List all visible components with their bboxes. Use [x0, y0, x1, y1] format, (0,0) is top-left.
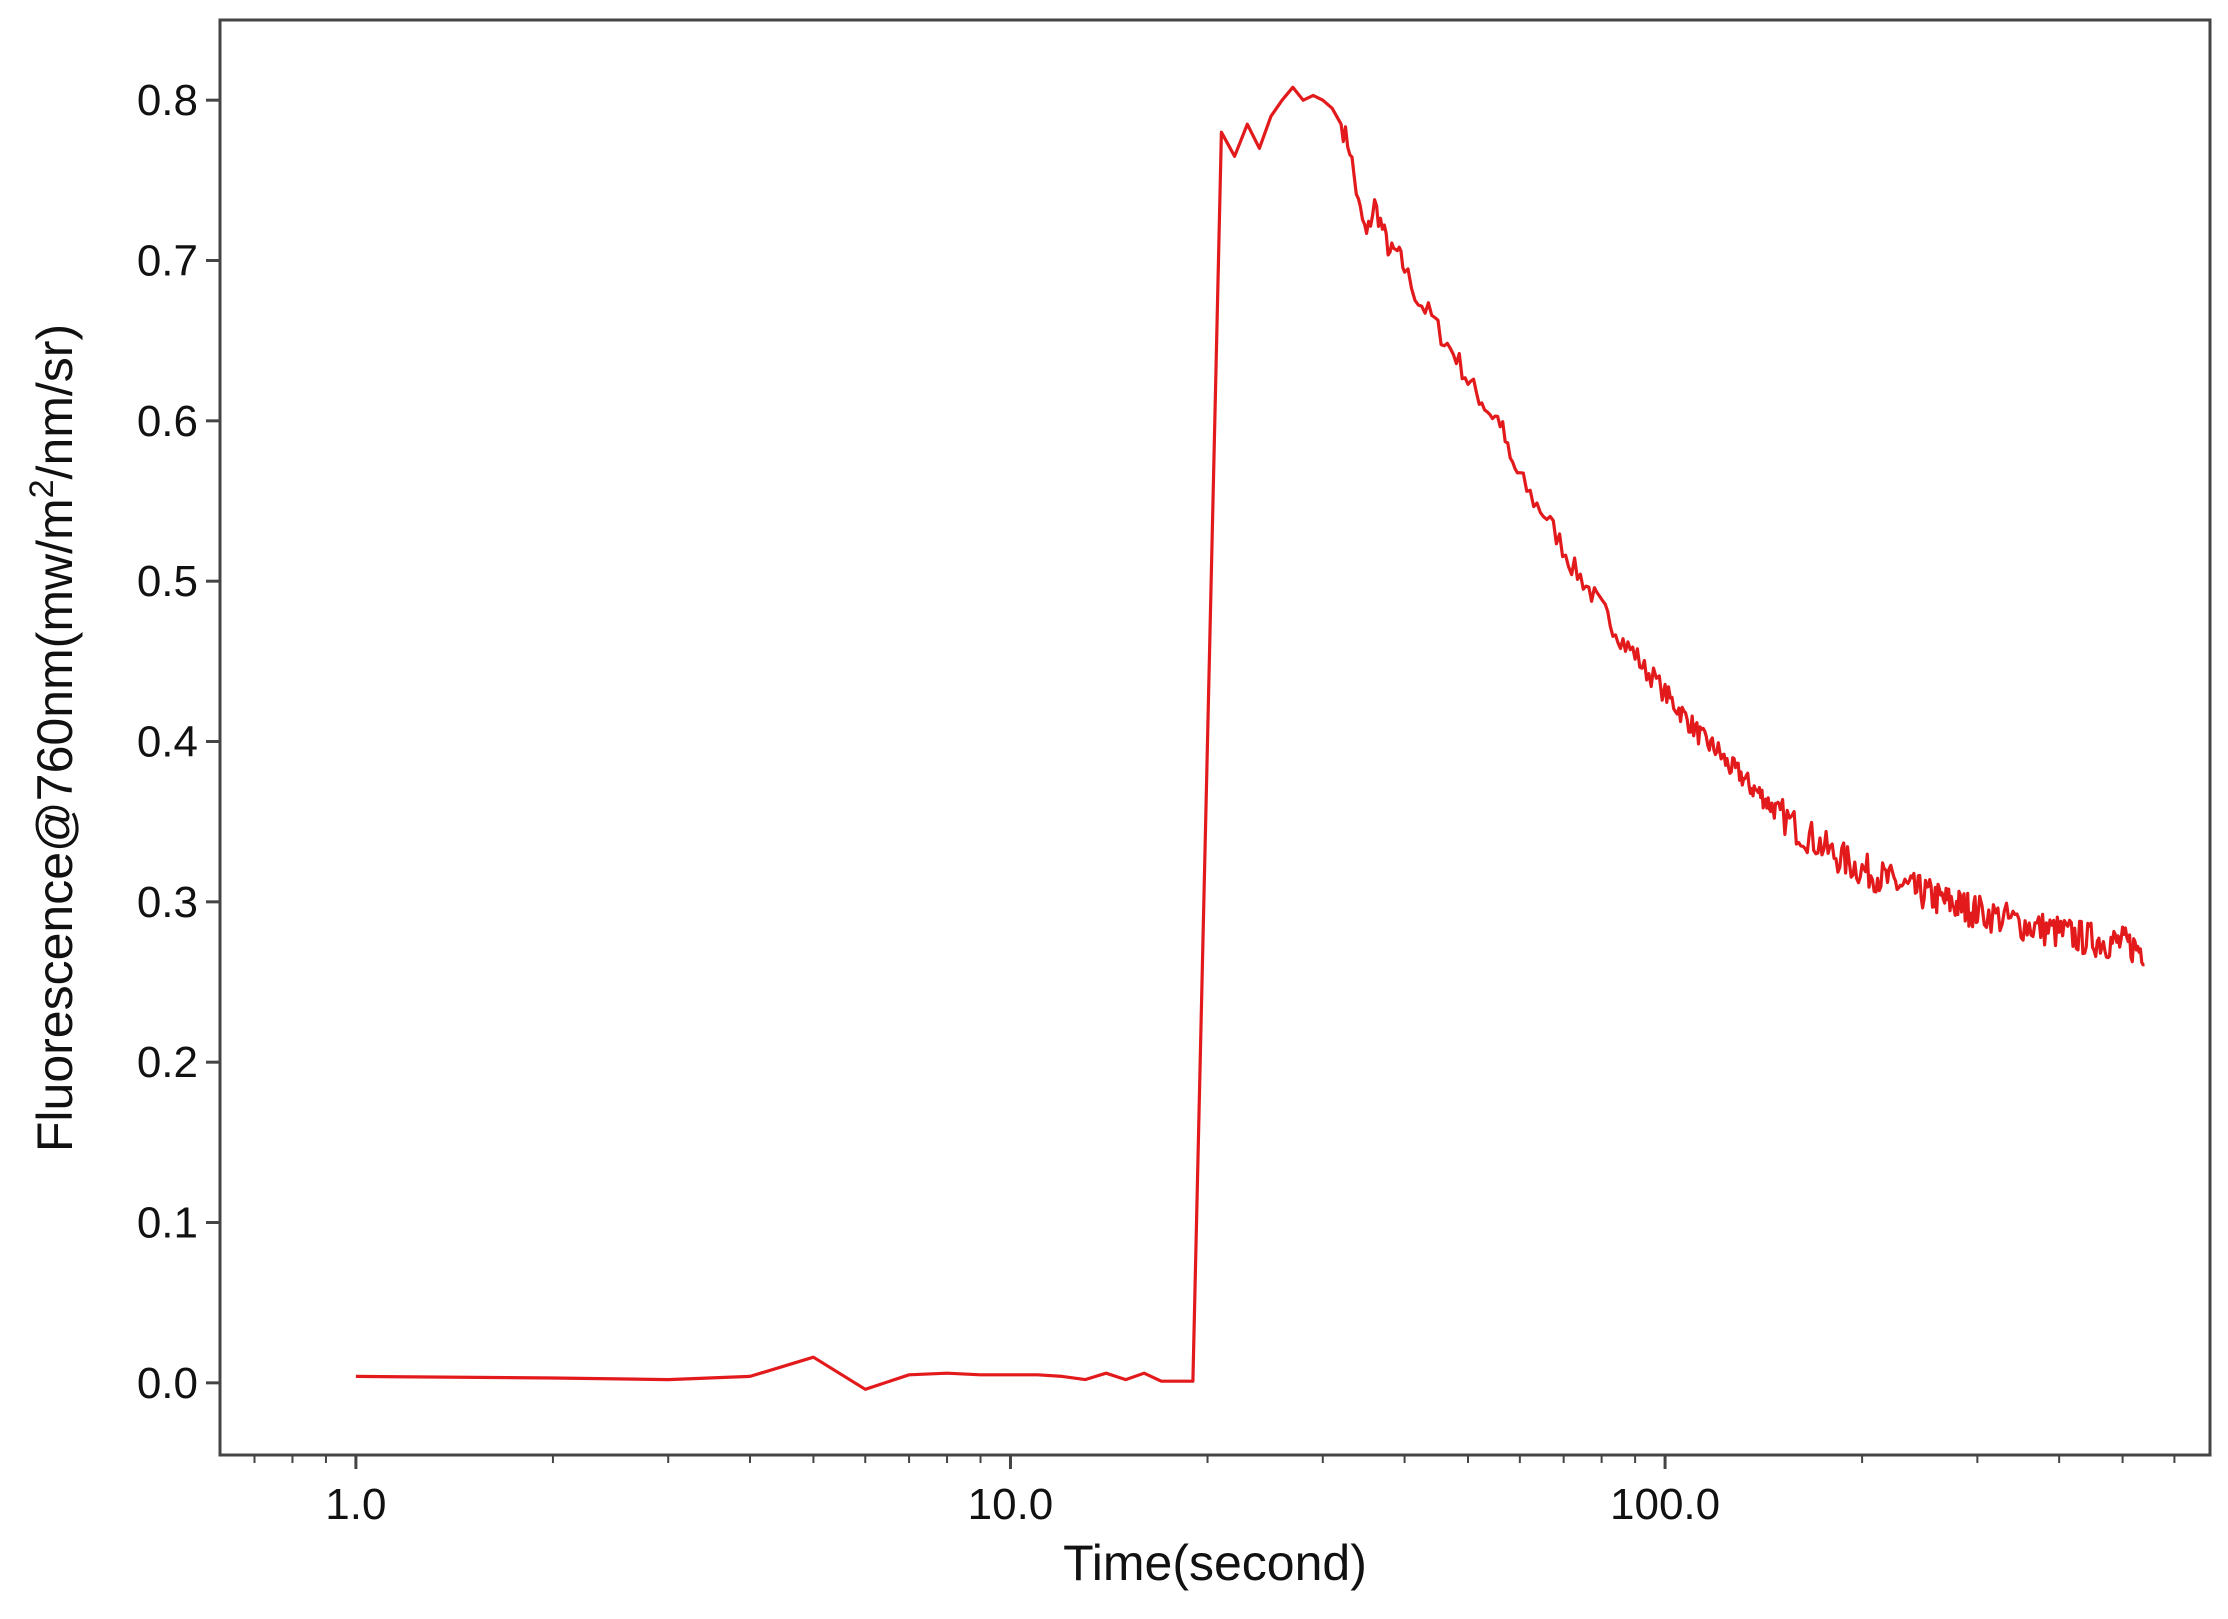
y-axis-label: Fluorescence@760nm(mw/m2/nm/sr)	[23, 324, 83, 1152]
y-tick-label: 0.6	[137, 397, 198, 446]
x-tick-label: 100.0	[1610, 1480, 1720, 1529]
y-tick-label: 0.5	[137, 557, 198, 606]
y-axis-label-main: Fluorescence@760nm(mw/m	[27, 498, 83, 1152]
y-axis-label-suffix: /nm/sr)	[27, 324, 83, 480]
y-tick-label: 0.1	[137, 1199, 198, 1248]
y-tick-label: 0.8	[137, 76, 198, 125]
x-tick-label: 10.0	[968, 1480, 1054, 1529]
y-tick-label: 0.3	[137, 878, 198, 927]
x-axis-ticks: 1.0 10.0 100.0	[253, 1455, 2176, 1529]
y-axis-label-superscript: 2	[23, 479, 61, 498]
x-axis-label: Time(second)	[1063, 1535, 1367, 1591]
plot-frame	[218, 18, 2212, 1457]
y-tick-label: 0.2	[137, 1038, 198, 1087]
y-tick-label: 0.7	[137, 237, 198, 286]
y-tick-label: 0.4	[137, 718, 198, 767]
series-line	[355, 85, 2145, 1391]
x-tick-label: 1.0	[325, 1480, 386, 1529]
y-tick-label: 0.0	[137, 1359, 198, 1408]
y-axis-ticks: 0.0 0.1 0.2 0.3 0.4 0.5 0.6 0.7 0.8	[137, 76, 220, 1408]
